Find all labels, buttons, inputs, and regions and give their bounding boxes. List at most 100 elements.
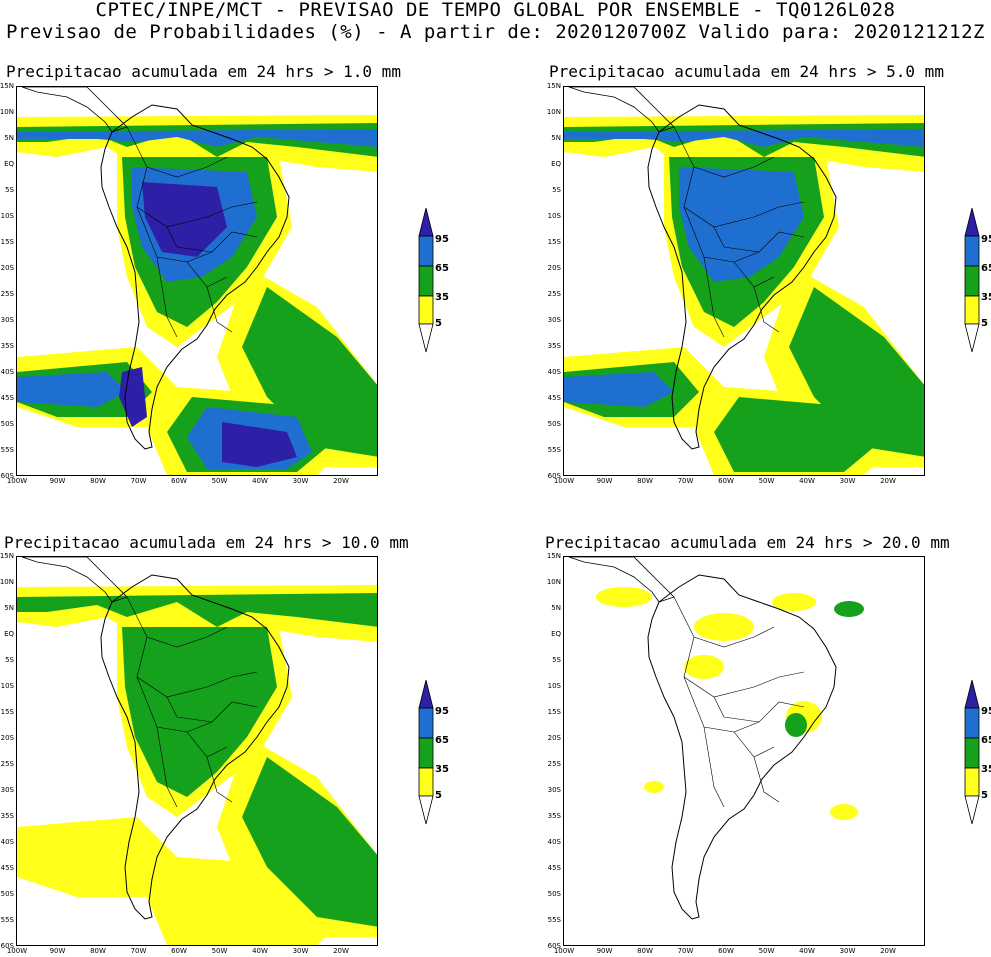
coastline — [647, 104, 837, 450]
longitude-tick-label: 40W — [799, 947, 815, 955]
latitude-tick-label: 15N — [546, 552, 561, 560]
panel-title-1: Precipitacao acumulada em 24 hrs > 1.0 m… — [6, 62, 401, 81]
legend-swatch-blue — [418, 707, 434, 739]
latitude-tick-label: 45S — [547, 394, 561, 402]
latitude-tick-label: 35S — [0, 812, 14, 820]
latitude-tick-label: 5N — [4, 604, 14, 612]
precip-green-area — [785, 713, 807, 737]
legend-colorbar — [964, 207, 980, 353]
longitude-tick-label: 90W — [49, 477, 66, 485]
precip-area — [142, 182, 227, 257]
longitude-tick-label: 100W — [553, 947, 575, 955]
latitude-tick-label: 10N — [546, 578, 561, 586]
legend-label: 95 — [435, 706, 449, 717]
legend-4: 95 65 35 5 — [964, 679, 991, 830]
longitude-tick-label: 40W — [252, 477, 268, 485]
coastline-central-america — [568, 87, 675, 133]
latitude-tick-label: 55S — [0, 446, 14, 454]
legend-swatch-green — [418, 265, 434, 297]
legend-swatch-navy — [418, 679, 434, 709]
latitude-tick-label: 30S — [0, 786, 14, 794]
panel-title-2: Precipitacao acumulada em 24 hrs > 5.0 m… — [549, 62, 944, 81]
legend-swatch-navy — [964, 679, 980, 709]
legend-colorbar — [418, 679, 434, 825]
precip-yellow-area — [684, 655, 724, 679]
latitude-tick-label: 35S — [0, 342, 14, 350]
legend-label: 65 — [981, 263, 991, 274]
country-border — [713, 696, 760, 723]
precip-area — [17, 817, 177, 897]
legend-label: 65 — [435, 263, 449, 274]
legend-swatch-green — [964, 265, 980, 297]
longitude-tick-label: 80W — [637, 947, 653, 955]
map-canvas — [17, 557, 377, 945]
latitude-tick-label: 35S — [547, 812, 561, 820]
latitude-tick-label: 55S — [547, 446, 561, 454]
country-border — [673, 596, 775, 648]
main-title: CPTEC/INPE/MCT - PREVISAO DE TEMPO GLOBA… — [95, 0, 896, 21]
longitude-tick-label: 70W — [130, 477, 147, 485]
longitude-tick-label: 60W — [171, 947, 187, 955]
longitude-tick-label: 30W — [839, 947, 856, 955]
country-border — [683, 676, 775, 758]
country-border — [166, 226, 213, 253]
latitude-tick-label: 55S — [547, 916, 561, 924]
legend-2: 95 65 35 5 — [964, 207, 991, 358]
legend-colorbar — [418, 207, 434, 353]
latitude-tick-label: 35S — [547, 342, 561, 350]
latitude-tick-label: 60S — [0, 472, 14, 480]
precip-yellow-area — [694, 613, 754, 641]
legend-swatch-yellow — [964, 295, 980, 325]
latitude-tick-label: 50S — [0, 420, 14, 428]
legend-label: 5 — [435, 790, 442, 801]
country-border — [733, 231, 805, 263]
latitude-tick-label: 5N — [551, 134, 561, 142]
latitude-tick-label: 55S — [0, 916, 14, 924]
legend-swatch-white — [418, 323, 434, 353]
latitude-tick-label: 25S — [547, 760, 561, 768]
precip-area — [679, 167, 804, 282]
legend-colorbar — [964, 679, 980, 825]
country-border — [136, 636, 258, 698]
latitude-tick-label: 10N — [0, 578, 14, 586]
legend-swatch-white — [418, 795, 434, 825]
coastline — [647, 574, 837, 920]
map-canvas — [564, 87, 924, 475]
main-subtitle: Previsao de Probabilidades (%) - A parti… — [6, 21, 985, 43]
longitude-tick-label: 60W — [718, 477, 734, 485]
legend-label: 35 — [435, 292, 449, 303]
latitude-tick-label: 40S — [547, 838, 561, 846]
legend-swatch-blue — [418, 235, 434, 267]
longitude-tick-label: 100W — [553, 477, 575, 485]
latitude-tick-label: 60S — [547, 472, 561, 480]
longitude-tick-label: 50W — [211, 947, 228, 955]
legend-label: 35 — [981, 764, 991, 775]
latitude-tick-label: 45S — [0, 864, 14, 872]
legend-swatch-yellow — [964, 767, 980, 797]
latitude-tick-label: 40S — [0, 368, 14, 376]
legend-label: 95 — [435, 234, 449, 245]
precip-yellow-area — [644, 781, 664, 793]
longitude-tick-label: 50W — [211, 477, 228, 485]
precip-yellow-area — [772, 593, 816, 611]
map-panel-4 — [563, 556, 925, 946]
longitude-tick-label: 70W — [130, 947, 147, 955]
latitude-tick-label: 5N — [551, 604, 561, 612]
latitude-tick-label: 10N — [0, 108, 14, 116]
country-border — [166, 696, 213, 723]
precip-area — [564, 129, 924, 147]
longitude-tick-label: 30W — [292, 947, 309, 955]
latitude-tick-label: 30S — [0, 316, 14, 324]
coastline-central-america — [21, 87, 128, 133]
latitude-tick-label: 45S — [0, 394, 14, 402]
precip-area — [714, 397, 874, 472]
longitude-tick-label: 70W — [677, 477, 694, 485]
precip-area — [17, 372, 127, 407]
latitude-tick-label: 5S — [552, 656, 561, 664]
longitude-tick-label: 80W — [90, 947, 106, 955]
latitude-tick-label: 60S — [0, 942, 14, 950]
latitude-tick-label: 60S — [547, 942, 561, 950]
longitude-tick-label: 30W — [292, 477, 309, 485]
legend-label: 5 — [981, 790, 988, 801]
latitude-tick-label: 20S — [547, 734, 561, 742]
